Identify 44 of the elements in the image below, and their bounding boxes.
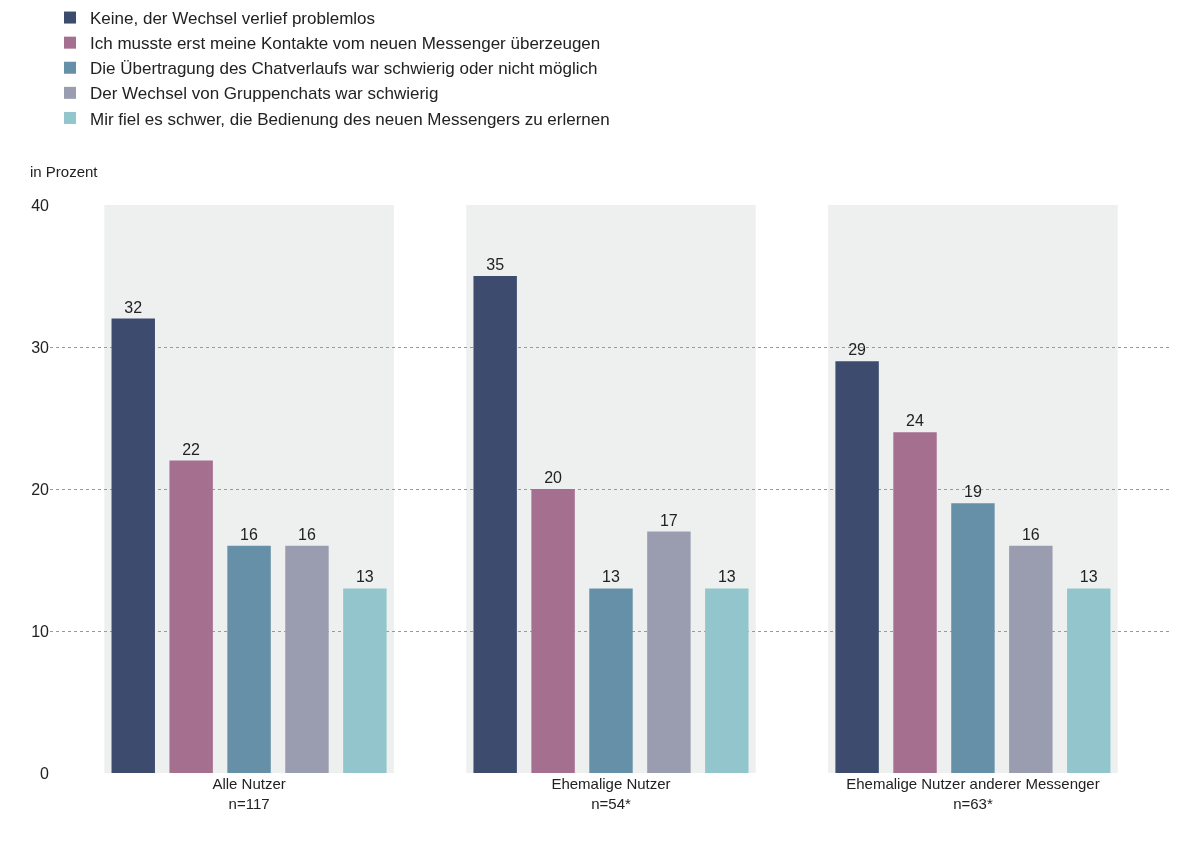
bar [169, 460, 213, 773]
data-label: 22 [182, 440, 201, 458]
bar [285, 545, 329, 773]
bar [1067, 588, 1111, 773]
data-label: 17 [659, 511, 678, 529]
data-label: 35 [486, 256, 505, 273]
bar [951, 503, 995, 773]
bar [343, 588, 387, 773]
y-axis-title: in Prozent [30, 163, 99, 180]
bar [473, 276, 517, 773]
legend-label: Ich musste erst meine Kontakte vom neuen Messenger überzeugen [90, 34, 601, 54]
legend-label: Mir fiel es schwer, die Bedienung des neuen Messengers zu erlernen [90, 109, 610, 129]
bar [705, 588, 749, 773]
bar [647, 531, 691, 773]
y-tick-label: 0 [40, 764, 50, 782]
bar [893, 432, 937, 773]
data-label: 20 [544, 469, 563, 486]
x-tick-label: Ehemalige Nutzer anderer Messenger n=63* [846, 775, 1100, 812]
x-tick-label: Ehemalige Nutzer n=54* [551, 775, 671, 812]
data-label: 13 [1079, 568, 1098, 586]
data-label: 16 [298, 525, 316, 543]
data-label: 29 [848, 341, 867, 359]
data-label: 16 [1021, 525, 1040, 543]
bar [1009, 545, 1053, 773]
bar [531, 489, 575, 773]
x-tick-label: Alle Nutzer n=117 [212, 775, 286, 812]
y-tick-label: 40 [31, 196, 50, 214]
legend-label: Die Übertragung des Chatverlaufs war schwierig oder nicht möglich [90, 59, 598, 79]
data-label: 13 [717, 568, 736, 586]
bar [835, 361, 879, 773]
y-tick-label: 30 [31, 338, 50, 356]
data-label: 13 [602, 568, 620, 586]
data-label: 32 [124, 298, 143, 316]
data-label: 19 [963, 483, 982, 501]
bar [589, 588, 633, 773]
data-label: 13 [355, 568, 374, 586]
y-tick-label: 10 [31, 622, 50, 640]
legend-label: Keine, der Wechsel verlief problemlos [90, 9, 376, 29]
legend-label: Der Wechsel von Gruppenchats war schwierig [90, 84, 439, 104]
y-tick-label: 20 [31, 480, 50, 498]
bar [111, 318, 155, 773]
data-label: 24 [906, 412, 924, 430]
bar [227, 545, 271, 773]
data-label: 16 [240, 525, 259, 543]
